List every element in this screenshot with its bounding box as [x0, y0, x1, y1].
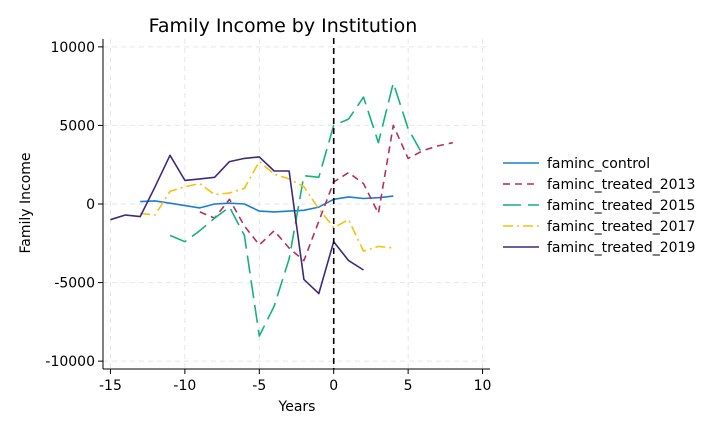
- y-tick-label: -5000: [54, 276, 95, 292]
- y-axis-label: Family Income: [18, 152, 34, 253]
- chart-title: Family Income by Institution: [149, 15, 418, 37]
- series-line-faminc_treated_2019: [110, 154, 364, 295]
- legend: faminc_control faminc_treated_2013 faminc_…: [503, 156, 695, 256]
- x-tick-label: -15: [99, 378, 122, 394]
- x-tick-label: -5: [252, 378, 266, 394]
- y-tick-label: -10000: [45, 354, 95, 370]
- x-tick-label: -10: [173, 378, 196, 394]
- x-axis-ticks: -15 -10 -5 0 5 10: [99, 369, 491, 394]
- y-tick-label: 5000: [59, 118, 95, 134]
- series-lines: [110, 82, 453, 337]
- legend-label: faminc_control: [547, 156, 650, 172]
- series-line-faminc_treated_2017: [140, 160, 394, 252]
- series-line-faminc_treated_2015: [169, 82, 424, 337]
- legend-label: faminc_treated_2013: [547, 177, 695, 193]
- x-tick-label: 0: [329, 378, 338, 394]
- series-line-faminc_treated_2013: [199, 124, 453, 262]
- x-tick-label: 10: [474, 378, 492, 394]
- legend-label: faminc_treated_2017: [547, 219, 695, 235]
- series-line-faminc_control: [140, 195, 394, 213]
- y-tick-label: 10000: [50, 40, 95, 56]
- legend-label: faminc_treated_2019: [547, 240, 695, 256]
- y-tick-label: 0: [86, 197, 95, 213]
- y-axis-ticks: -10000 -5000 0 5000 10000: [45, 40, 103, 370]
- x-tick-label: 5: [404, 378, 413, 394]
- x-axis-label: Years: [278, 399, 316, 415]
- legend-label: faminc_treated_2015: [547, 198, 695, 214]
